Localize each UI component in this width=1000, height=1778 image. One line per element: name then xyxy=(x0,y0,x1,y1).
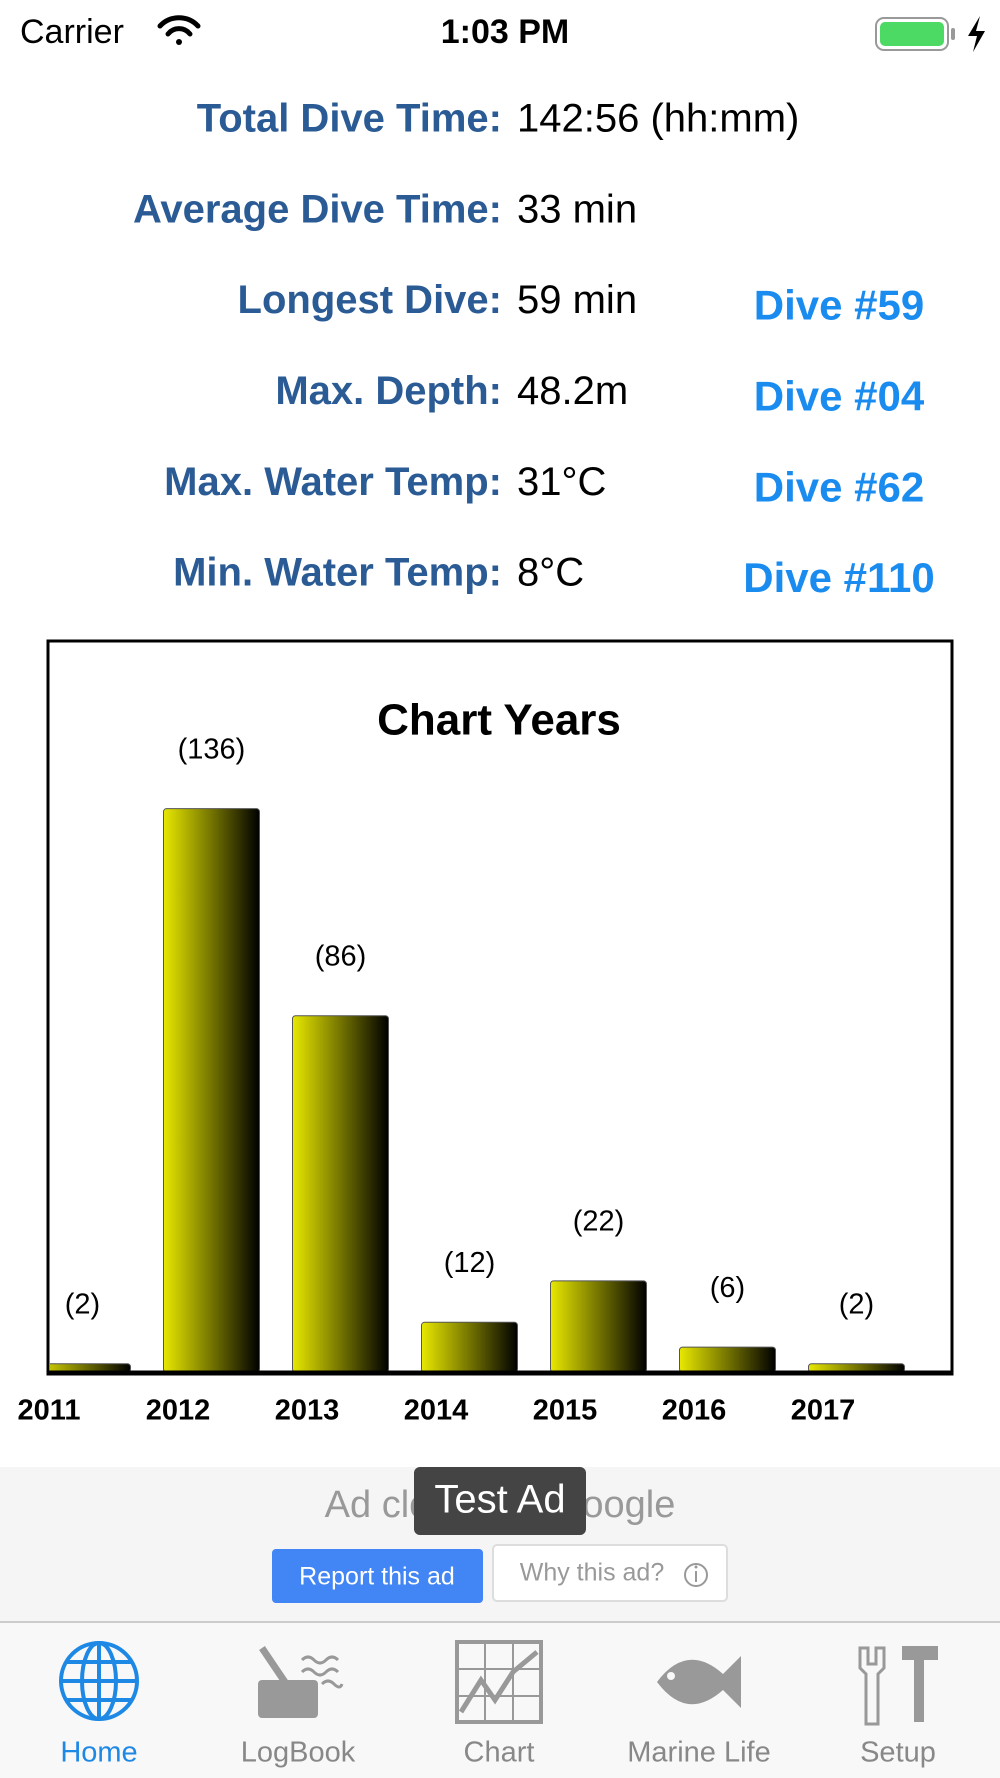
bars xyxy=(50,808,905,1373)
x-tick-label: 2012 xyxy=(146,1395,211,1427)
logbook-icon xyxy=(300,1655,344,1689)
stat-value: 33 min xyxy=(517,187,637,231)
dive-link[interactable]: Dive #62 xyxy=(754,463,924,510)
stat-value: 8°C xyxy=(517,551,584,595)
info-icon xyxy=(684,1563,708,1587)
fish-icon xyxy=(657,1656,741,1708)
bar xyxy=(679,1346,776,1373)
stat-value: 48.2m xyxy=(517,369,628,413)
tab-label[interactable]: Chart xyxy=(464,1737,535,1769)
dive-link[interactable]: Dive #110 xyxy=(743,554,935,601)
wifi-icon xyxy=(157,15,201,45)
carrier: Carrier xyxy=(20,13,124,51)
x-tick-label: 2011 xyxy=(18,1395,81,1427)
dive-link[interactable]: Dive #59 xyxy=(754,282,924,329)
stat-label: Total Dive Time: xyxy=(197,97,502,141)
bar xyxy=(550,1280,647,1373)
chart-title: Chart Years xyxy=(377,696,621,745)
tab-label[interactable]: LogBook xyxy=(241,1737,356,1769)
value-label: (136) xyxy=(178,733,246,765)
tab-label[interactable]: Marine Life xyxy=(627,1737,770,1769)
stat-label: Max. Depth: xyxy=(275,369,502,413)
bar xyxy=(292,1015,389,1373)
value-label: (2) xyxy=(839,1288,874,1320)
chart-icon xyxy=(455,1640,543,1724)
value-label: (2) xyxy=(65,1288,100,1320)
bar xyxy=(421,1321,518,1373)
x-tick-label: 2016 xyxy=(662,1395,727,1427)
tab[interactable]: Chart xyxy=(455,1640,543,1769)
fish-icon xyxy=(667,1672,675,1680)
tab[interactable]: LogBook xyxy=(241,1646,356,1769)
hammer-icon xyxy=(902,1646,938,1722)
bar xyxy=(163,808,260,1373)
clock: 1:03 PM xyxy=(441,13,570,51)
why-text[interactable]: Why this ad? xyxy=(520,1559,665,1587)
stat-label: Average Dive Time: xyxy=(133,187,502,231)
logbook-icon xyxy=(258,1680,318,1718)
report-text[interactable]: Report this ad xyxy=(299,1563,455,1591)
x-tick-label: 2015 xyxy=(533,1395,598,1427)
chart-icon xyxy=(458,1650,539,1714)
battery-icon xyxy=(875,16,985,52)
globe-icon xyxy=(66,1660,132,1702)
x-tick-label: 2017 xyxy=(791,1395,856,1427)
tab[interactable]: Marine Life xyxy=(627,1656,771,1769)
stat-label: Max. Water Temp: xyxy=(164,460,502,504)
logbook-icon xyxy=(259,1646,296,1696)
test-ad-badge xyxy=(414,1467,586,1535)
chart: Chart Years (2) 2011 (136) 2012 (86) 2013 (12)… xyxy=(18,639,954,1427)
stat-label: Min. Water Temp: xyxy=(173,551,502,595)
stat-value: 142:56 (hh:mm) xyxy=(517,97,799,141)
tab-label[interactable]: Home xyxy=(60,1737,137,1769)
tab-label[interactable]: Setup xyxy=(860,1737,936,1769)
stat-value: 59 min xyxy=(517,278,637,322)
tab-bar xyxy=(0,1622,1000,1778)
wrench-icon xyxy=(858,1646,886,1726)
test-ad-text: Test Ad xyxy=(434,1478,565,1522)
x-tick-label: 2014 xyxy=(404,1395,469,1427)
stats: Total Dive Time: 142:56 (hh:mm) Average Di… xyxy=(133,97,935,602)
x-tick-label: 2013 xyxy=(275,1395,340,1427)
tabs: Home LogBook Chart Marine Life Setup xyxy=(59,1640,938,1769)
value-label: (6) xyxy=(710,1272,745,1304)
value-label: (86) xyxy=(315,940,367,972)
stat-label: Longest Dive: xyxy=(238,278,502,322)
stat-value: 31°C xyxy=(517,460,606,504)
tab[interactable]: Setup xyxy=(858,1646,938,1769)
value-label: (22) xyxy=(573,1206,625,1238)
report-button[interactable] xyxy=(272,1549,483,1603)
tab[interactable]: Home xyxy=(59,1641,139,1769)
value-label: (12) xyxy=(444,1247,496,1279)
why-button[interactable] xyxy=(492,1544,728,1602)
dive-link[interactable]: Dive #04 xyxy=(754,372,925,419)
